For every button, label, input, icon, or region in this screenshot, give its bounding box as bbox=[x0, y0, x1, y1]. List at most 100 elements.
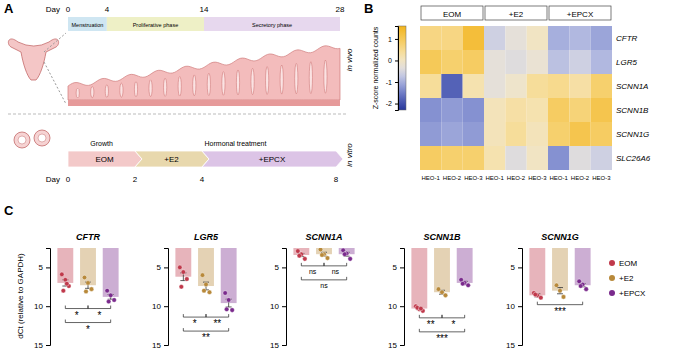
marks bbox=[529, 248, 590, 300]
cell bbox=[420, 122, 441, 146]
panel-label: A bbox=[4, 1, 14, 16]
bar-chart: 51015CFTRdCt (relative to GAPDH)*** bbox=[16, 232, 119, 350]
data-point bbox=[419, 306, 424, 311]
cell bbox=[548, 26, 569, 50]
column-label: HEO-2 bbox=[443, 175, 462, 181]
gland bbox=[236, 70, 239, 95]
axis: 51015 bbox=[152, 249, 168, 351]
bar bbox=[552, 248, 568, 291]
tick-mark bbox=[46, 306, 50, 307]
axis: 51015 bbox=[388, 249, 404, 351]
gland bbox=[309, 62, 312, 94]
cell bbox=[463, 74, 484, 98]
gland bbox=[178, 77, 181, 96]
bar bbox=[457, 248, 473, 283]
tick-mark bbox=[518, 267, 522, 268]
significance-bracket bbox=[537, 302, 582, 305]
cell bbox=[463, 26, 484, 50]
tick-mark bbox=[395, 82, 398, 83]
tick-label: 5 bbox=[157, 263, 162, 272]
group-label: +EPCX bbox=[567, 10, 594, 19]
tick-mark bbox=[400, 345, 404, 346]
zoom-line bbox=[44, 33, 66, 52]
data-point bbox=[84, 289, 89, 294]
data-point bbox=[65, 281, 70, 286]
tick-mark bbox=[518, 306, 522, 307]
row-label: SCNN1G bbox=[616, 130, 649, 139]
data-point bbox=[60, 272, 65, 277]
cell bbox=[441, 26, 462, 50]
data-point bbox=[179, 285, 184, 290]
gland bbox=[266, 67, 269, 95]
cell bbox=[505, 122, 526, 146]
cell bbox=[420, 74, 441, 98]
bar-chart: 51015SCNN1Ansnsns bbox=[270, 232, 355, 350]
data-point bbox=[533, 292, 538, 297]
bar bbox=[103, 248, 119, 297]
significance-bracket bbox=[301, 277, 346, 280]
gland bbox=[149, 80, 152, 97]
tick: 10 bbox=[506, 302, 522, 311]
bar bbox=[434, 248, 450, 292]
gland bbox=[91, 86, 94, 97]
legend: EOM+E2+EPCX bbox=[609, 259, 646, 298]
data-point bbox=[223, 291, 228, 296]
cell bbox=[420, 98, 441, 122]
cell bbox=[441, 50, 462, 74]
axis-line bbox=[518, 249, 523, 346]
organoid-icon bbox=[14, 132, 30, 148]
bar-chart: 51015SCNN1G*** bbox=[506, 232, 591, 350]
tick: 15 bbox=[270, 341, 286, 350]
data-point bbox=[303, 257, 308, 262]
gland bbox=[280, 65, 283, 94]
cell bbox=[591, 122, 612, 146]
tick-mark bbox=[400, 306, 404, 307]
tick-mark bbox=[46, 345, 50, 346]
legend-label: +EPCX bbox=[619, 289, 646, 298]
group-label: EOM bbox=[443, 10, 462, 19]
significance-label: ** bbox=[202, 332, 210, 343]
significance-label: ** bbox=[213, 318, 221, 329]
chart-title: LGR5 bbox=[194, 232, 219, 242]
phase-label: Secretory phase bbox=[252, 22, 292, 28]
tick-label: 15 bbox=[34, 341, 43, 350]
cell bbox=[591, 26, 612, 50]
significance-bracket bbox=[206, 314, 229, 317]
cell bbox=[548, 50, 569, 74]
axis-line bbox=[395, 27, 399, 111]
column-label: HEO-3 bbox=[464, 175, 483, 181]
condition-chevron bbox=[68, 151, 142, 167]
tick-label: 10 bbox=[506, 302, 515, 311]
significance-bracket bbox=[183, 328, 228, 331]
cell bbox=[591, 146, 612, 170]
data-point bbox=[185, 277, 190, 282]
gland bbox=[105, 85, 108, 98]
condition-chevron bbox=[135, 151, 209, 167]
cell bbox=[548, 122, 569, 146]
data-point bbox=[318, 248, 323, 252]
day-tick: 4 bbox=[200, 175, 205, 184]
data-point bbox=[584, 287, 589, 292]
day-tick: 0 bbox=[66, 5, 71, 14]
tick-label: 1 bbox=[388, 36, 392, 43]
cell bbox=[463, 122, 484, 146]
gland bbox=[251, 68, 254, 94]
chart-title: CFTR bbox=[76, 232, 100, 242]
data-point bbox=[89, 287, 94, 292]
day-tick: 0 bbox=[66, 175, 71, 184]
tick-label: 10 bbox=[270, 302, 279, 311]
data-point bbox=[108, 293, 113, 298]
cell bbox=[484, 50, 505, 74]
data-point bbox=[539, 295, 544, 300]
section-label: in vivo bbox=[345, 48, 354, 71]
row-label: LGR5 bbox=[616, 58, 637, 67]
stage-label: Hormonal treatment bbox=[205, 140, 267, 147]
data-point bbox=[200, 273, 205, 278]
significance-label: ** bbox=[427, 319, 435, 330]
tick-label: 15 bbox=[506, 341, 515, 350]
axis: 51015 bbox=[506, 249, 522, 351]
cell bbox=[527, 122, 548, 146]
cell bbox=[569, 50, 590, 74]
data-point bbox=[342, 252, 347, 257]
bar bbox=[175, 248, 191, 277]
